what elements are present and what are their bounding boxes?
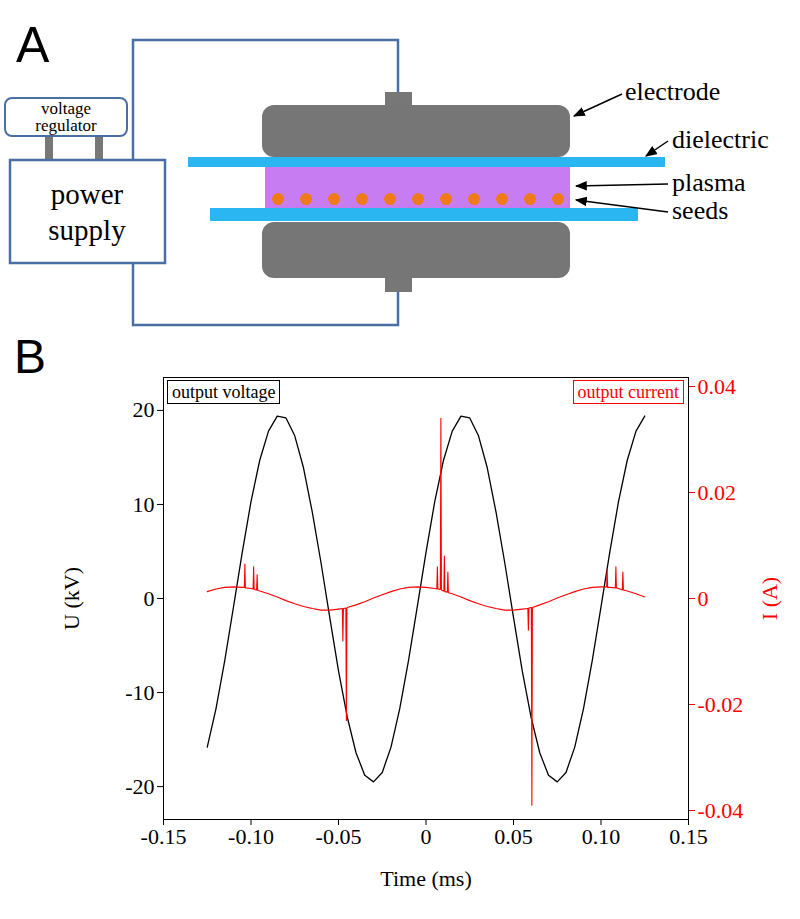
svg-text:Time (ms): Time (ms): [380, 866, 471, 891]
svg-text:dielectric: dielectric: [672, 125, 769, 154]
svg-text:0.15: 0.15: [669, 824, 708, 849]
svg-text:A: A: [16, 17, 50, 73]
svg-text:-20: -20: [125, 774, 154, 799]
svg-text:electrode: electrode: [625, 77, 720, 106]
svg-text:20: 20: [133, 397, 155, 422]
svg-text:-0.15: -0.15: [141, 824, 187, 849]
html-text:B: B: [14, 330, 46, 383]
svg-text:supply: supply: [48, 214, 126, 246]
svg-text:-0.02: -0.02: [698, 692, 744, 717]
svg-text:10: 10: [133, 491, 155, 516]
svg-text:-10: -10: [125, 680, 154, 705]
svg-text:0.02: 0.02: [698, 480, 737, 505]
svg-text:-0.10: -0.10: [228, 824, 274, 849]
svg-text:0.04: 0.04: [698, 374, 737, 399]
svg-text:0: 0: [144, 586, 155, 611]
svg-text:I (A): I (A): [757, 577, 782, 620]
svg-text:0.10: 0.10: [582, 824, 621, 849]
svg-text:0.05: 0.05: [494, 824, 533, 849]
html-text:output voltage: output voltage: [172, 382, 276, 402]
svg-text:U (kV): U (kV): [59, 567, 84, 630]
svg-text:seeds: seeds: [672, 196, 728, 225]
svg-text:0: 0: [421, 824, 432, 849]
svg-text:0: 0: [698, 586, 709, 611]
svg-text:voltage: voltage: [41, 99, 91, 118]
svg-text:-0.04: -0.04: [698, 798, 744, 823]
svg-text:plasma: plasma: [672, 168, 746, 197]
svg-text:power: power: [51, 178, 124, 210]
svg-text:regulator: regulator: [35, 116, 97, 135]
html-text:output current: output current: [577, 382, 679, 402]
svg-text:-0.05: -0.05: [316, 824, 362, 849]
